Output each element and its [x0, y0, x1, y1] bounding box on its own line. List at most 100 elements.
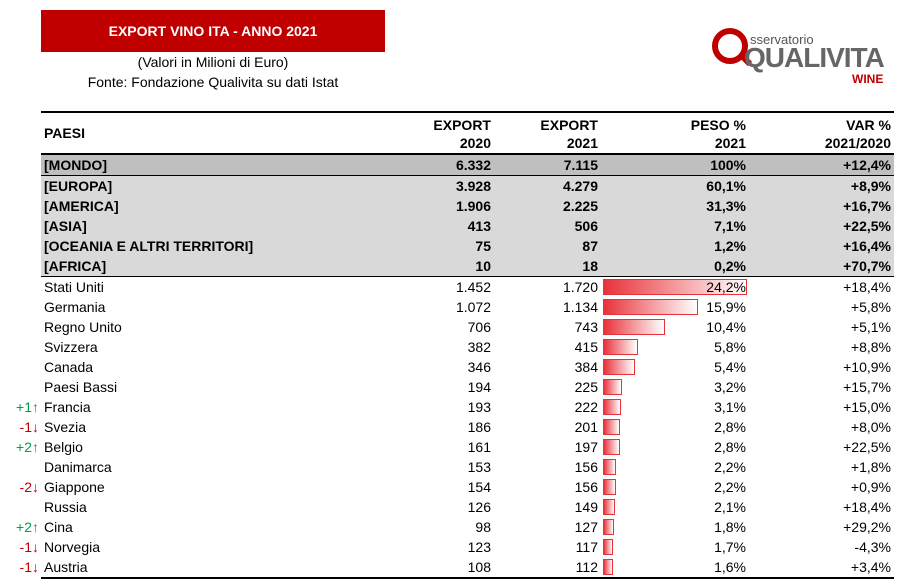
export-2021-value: 117: [575, 539, 598, 555]
table-row: Russia 126 149 2,1% +18,4%: [41, 497, 894, 517]
var-value: +12,4%: [843, 157, 891, 173]
country-name: Cina: [44, 519, 73, 535]
export-2020-value: 1.906: [455, 198, 491, 214]
var-value: +8,8%: [850, 339, 891, 355]
aggregate-name: [ASIA]: [44, 218, 87, 234]
country-name: Regno Unito: [44, 319, 122, 335]
country-name: Russia: [44, 499, 87, 515]
var-value: +10,9%: [843, 359, 891, 375]
table-row: Germania 1.072 1.134 15,9% +5,8%: [41, 297, 894, 317]
export-2020-value: 153: [467, 459, 491, 475]
country-name: Norvegia: [44, 539, 101, 555]
table-row: -1↓ Austria 108 112 1,6% +3,4%: [20, 557, 894, 579]
peso-value: 100%: [710, 157, 746, 173]
var-value: +16,7%: [843, 198, 891, 214]
export-2021-value: 112: [575, 559, 598, 575]
export-2021-value: 127: [574, 519, 598, 535]
header-export2021-l2: 2021: [566, 135, 598, 151]
peso-databar: [603, 479, 616, 495]
export-2020-value: 10: [475, 258, 491, 274]
aggregate-row: [MONDO] 6.332 7.115 100% +12,4%: [41, 155, 894, 176]
aggregate-name: [EUROPA]: [44, 178, 113, 194]
header-export2020-l2: 2020: [459, 135, 491, 151]
export-2021-value: 1.134: [562, 299, 598, 315]
var-value: +29,2%: [843, 519, 891, 535]
export-2021-value: 87: [582, 238, 598, 254]
export-2020-value: 154: [467, 479, 491, 495]
table-row: Canada 346 384 5,4% +10,9%: [41, 357, 894, 377]
peso-databar: [603, 419, 620, 435]
export-2020-value: 382: [467, 339, 491, 355]
logo-main-text: QUALIVITA: [744, 42, 885, 73]
var-value: +16,4%: [843, 238, 891, 254]
export-2021-value: 156: [574, 459, 598, 475]
peso-value: 2,1%: [714, 499, 746, 515]
rank-down-indicator: -1↓: [19, 419, 39, 435]
peso-value: 2,8%: [714, 419, 746, 435]
table-row: Danimarca 153 156 2,2% +1,8%: [41, 457, 894, 477]
var-value: +3,4%: [850, 559, 891, 575]
export-2021-value: 506: [574, 218, 598, 234]
logo-top-text: sservatorio: [750, 32, 814, 47]
export-2020-value: 75: [475, 238, 491, 254]
peso-databar: [603, 559, 613, 575]
aggregate-name: [MONDO]: [44, 157, 107, 173]
export-2020-value: 413: [467, 218, 491, 234]
peso-databar: [603, 279, 747, 295]
peso-databar: [603, 319, 665, 335]
export-2021-value: 7.115: [563, 157, 598, 173]
export-table: PAESI EXPORT 2020 EXPORT 2021 PESO % 202…: [16, 111, 894, 579]
peso-value: 5,8%: [714, 339, 746, 355]
header-var-l1: VAR %: [846, 117, 891, 133]
var-value: +22,5%: [843, 218, 891, 234]
country-name: Belgio: [44, 439, 83, 455]
var-value: +22,5%: [843, 439, 891, 455]
peso-value: 2,2%: [714, 459, 746, 475]
table-row: -2↓ Giappone 154 156 2,2% +0,9%: [20, 477, 894, 497]
rank-up-indicator: +1↑: [16, 399, 39, 415]
export-2021-value: 384: [574, 359, 598, 375]
report-subtitle-source: Fonte: Fondazione Qualivita su dati Ista…: [87, 74, 339, 90]
table-row: +2↑ Cina 98 127 1,8% +29,2%: [16, 517, 894, 537]
export-2021-value: 225: [574, 379, 598, 395]
header-export2020-l1: EXPORT: [433, 117, 491, 133]
export-2021-value: 149: [574, 499, 598, 515]
country-name: Austria: [44, 559, 88, 575]
peso-value: 5,4%: [714, 359, 746, 375]
peso-value: 3,2%: [714, 379, 746, 395]
peso-value: 1,6%: [714, 559, 746, 575]
aggregate-name: [AFRICA]: [44, 258, 107, 274]
peso-databar: [603, 379, 622, 395]
country-name: Germania: [44, 299, 106, 315]
rank-up-indicator: +2↑: [16, 439, 39, 455]
country-name: Francia: [44, 399, 91, 415]
export-2020-value: 706: [467, 319, 491, 335]
header-paesi: PAESI: [44, 125, 85, 141]
peso-value: 7,1%: [714, 218, 746, 234]
var-value: +8,0%: [850, 419, 891, 435]
peso-databar: [603, 359, 635, 375]
table-row: +2↑ Belgio 161 197 2,8% +22,5%: [16, 437, 894, 457]
export-2021-value: 415: [574, 339, 598, 355]
export-2020-value: 108: [467, 559, 491, 575]
peso-databar: [603, 339, 638, 355]
peso-value: 24,2%: [706, 279, 746, 295]
export-2020-value: 123: [467, 539, 491, 555]
var-value: +1,8%: [850, 459, 891, 475]
export-2021-value: 4.279: [562, 178, 598, 194]
country-name: Svezia: [44, 419, 87, 435]
peso-value: 1,8%: [714, 519, 746, 535]
header-peso-l1: PESO %: [690, 117, 746, 133]
peso-value: 1,7%: [714, 539, 746, 555]
var-value: +5,1%: [850, 319, 891, 335]
export-2020-value: 126: [467, 499, 491, 515]
country-name: Paesi Bassi: [44, 379, 118, 395]
export-2021-value: 156: [574, 479, 598, 495]
country-name: Stati Uniti: [44, 279, 104, 295]
var-value: -4,3%: [854, 539, 891, 555]
peso-value: 0,2%: [714, 258, 746, 274]
export-2020-value: 161: [467, 439, 491, 455]
aggregate-name: [OCEANIA E ALTRI TERRITORI]: [44, 238, 254, 254]
logo-wine-text: WINE: [852, 72, 884, 86]
peso-databar: [603, 399, 621, 415]
